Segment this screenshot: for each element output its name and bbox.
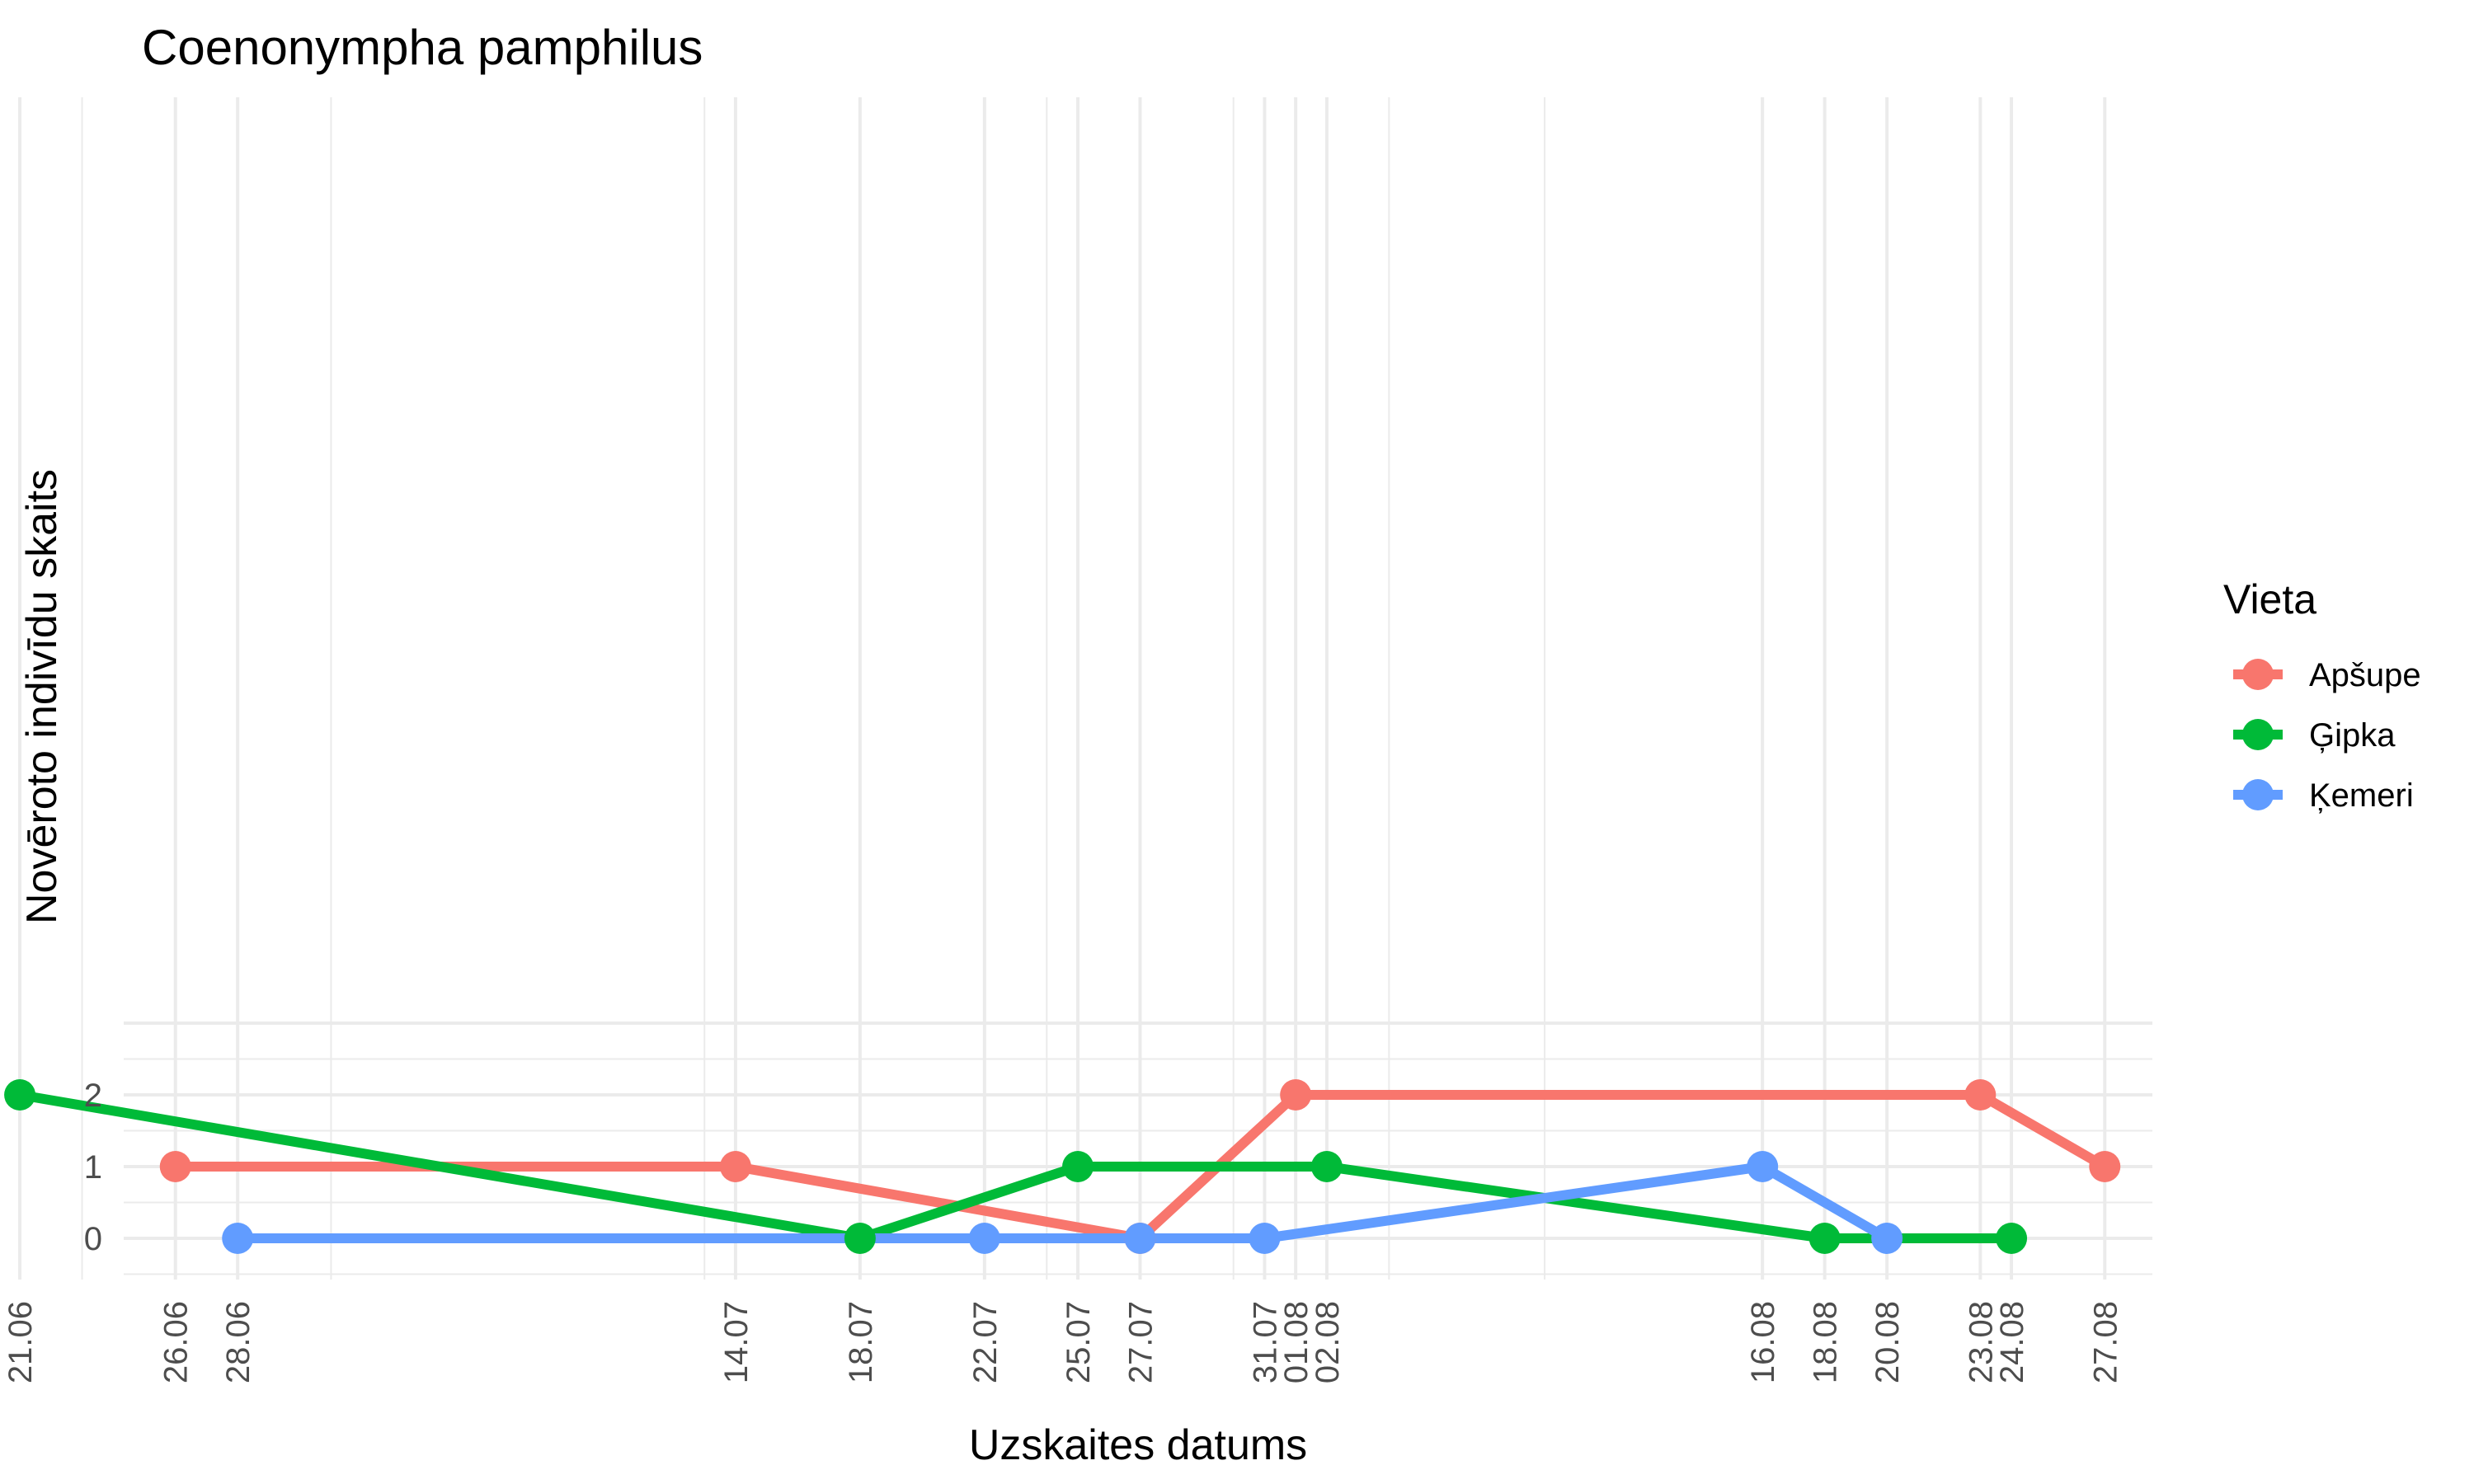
legend-title: Vieta (2223, 576, 2316, 622)
chart-title: Coenonympha pamphilus (142, 20, 703, 75)
x-tick-label: 01.08 (1278, 1301, 1315, 1383)
data-point (719, 1151, 751, 1182)
y-tick-label: 2 (84, 1078, 102, 1114)
legend: Vieta Apšupe Ģipka Ķemeri (2223, 576, 2421, 814)
x-tick-label: 18.08 (1808, 1301, 1844, 1383)
y-axis-title: Novēroto indivīdu skaits (18, 469, 66, 924)
x-tick-label: 20.08 (1870, 1301, 1906, 1383)
data-point (1964, 1079, 1997, 1111)
legend-key-point (2242, 779, 2274, 810)
grid-lines (18, 97, 2152, 1280)
tick-labels: 21.06 26.06 28.06 14.07 18.07 22.07 25.07 27.07… (2, 1078, 2124, 1383)
chart-series (4, 1079, 2121, 1254)
x-tick-label: 22.07 (967, 1301, 1004, 1383)
x-tick-label: 02.08 (1310, 1301, 1346, 1383)
data-point (968, 1223, 1000, 1254)
x-tick-label: 27.07 (1123, 1301, 1159, 1383)
data-point (1249, 1223, 1281, 1254)
x-tick-label: 31.07 (1247, 1301, 1283, 1383)
data-point (1996, 1223, 2028, 1254)
x-tick-label: 27.08 (2087, 1301, 2124, 1383)
legend-label: Ģipka (2309, 717, 2396, 754)
data-point (1808, 1223, 1841, 1254)
data-point (1124, 1223, 1156, 1254)
data-point (844, 1223, 876, 1254)
data-point (222, 1223, 254, 1254)
data-point (4, 1079, 36, 1111)
data-point (1280, 1079, 1312, 1111)
x-tick-label: 24.08 (1994, 1301, 2030, 1383)
legend-key-point (2242, 659, 2274, 690)
x-axis-title: Uzskaites datums (969, 1421, 1307, 1469)
legend-label: Ķemeri (2309, 777, 2414, 814)
x-tick-label: 18.07 (843, 1301, 879, 1383)
x-tick-label: 21.06 (2, 1301, 39, 1383)
y-tick-label: 0 (84, 1221, 102, 1257)
data-point (1871, 1223, 1903, 1254)
x-tick-label: 25.07 (1061, 1301, 1097, 1383)
data-point (1310, 1151, 1343, 1182)
x-tick-label: 28.06 (220, 1301, 256, 1383)
data-point (159, 1151, 191, 1182)
x-tick-label: 16.08 (1745, 1301, 1781, 1383)
legend-label: Apšupe (2309, 657, 2421, 693)
data-point (2089, 1151, 2121, 1182)
data-point (1747, 1151, 1779, 1182)
x-tick-label: 26.06 (158, 1301, 195, 1383)
y-tick-label: 1 (84, 1149, 102, 1186)
x-tick-label: 14.07 (718, 1301, 755, 1383)
x-tick-label: 23.08 (1963, 1301, 1999, 1383)
series-line (19, 1090, 2012, 1243)
legend-key-point (2242, 719, 2274, 750)
data-point (1062, 1151, 1094, 1182)
